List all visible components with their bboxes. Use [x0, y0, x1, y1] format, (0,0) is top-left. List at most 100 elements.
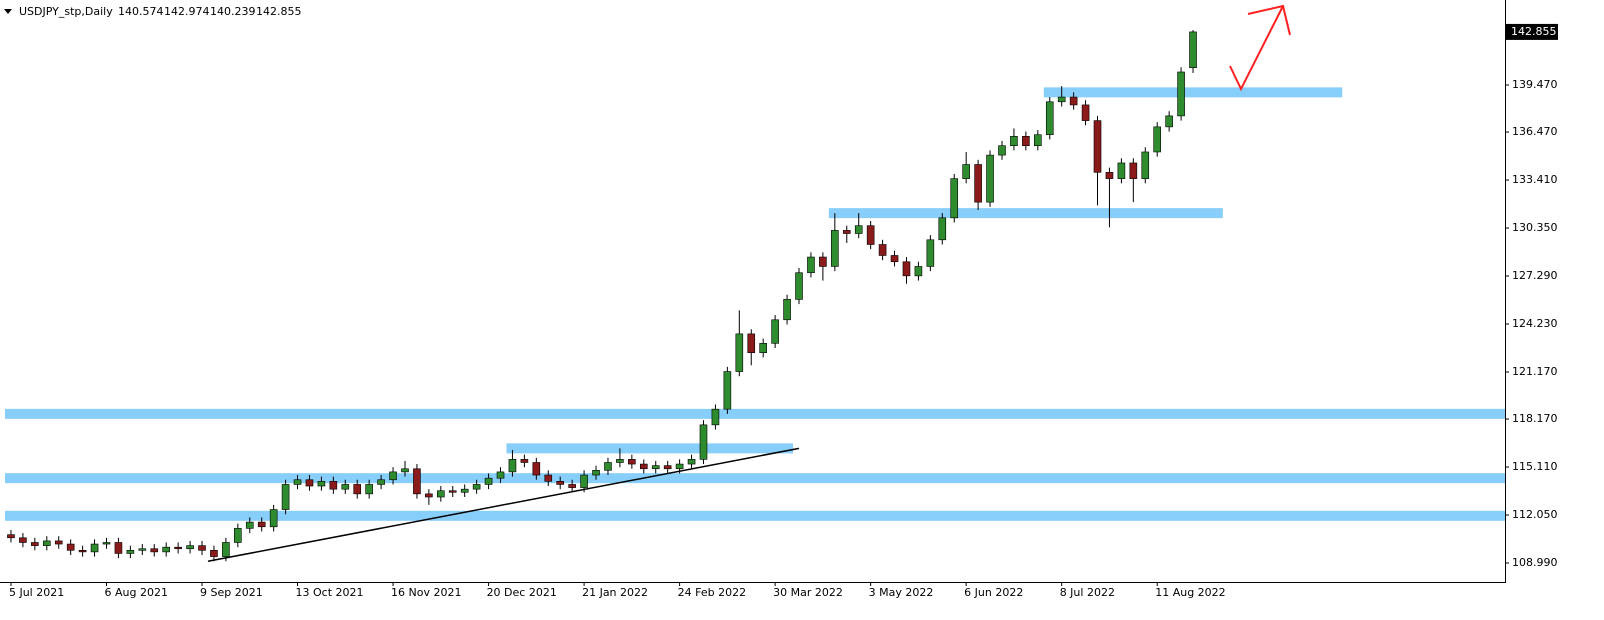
menu-triangle[interactable] [4, 9, 12, 14]
chart-title: USDJPY_stp,Daily [19, 5, 113, 18]
candle [317, 476, 326, 491]
candle [234, 523, 242, 548]
x-tick-label: 13 Oct 2021 [296, 586, 364, 599]
candle [162, 542, 170, 557]
candle-body [747, 333, 756, 354]
candle [902, 257, 911, 284]
candle [759, 338, 767, 358]
candle [663, 460, 672, 474]
candle [687, 454, 696, 469]
y-tick-label: 139.470 [1512, 78, 1558, 91]
candle-body [7, 534, 15, 539]
candle-body [616, 459, 624, 463]
candle [628, 454, 636, 469]
candle [998, 140, 1006, 160]
candle [269, 504, 278, 532]
candle [842, 225, 851, 243]
candle-body [890, 255, 899, 263]
candle [496, 467, 505, 483]
plot-area [5, 30, 1505, 563]
candle-body [759, 343, 767, 354]
candle-body [341, 484, 350, 490]
x-tick-label: 8 Jul 2022 [1060, 586, 1115, 599]
candle-body [699, 424, 708, 460]
candle-body [520, 459, 529, 463]
candle-body [413, 468, 421, 495]
candle-body [245, 521, 254, 529]
candle-body [305, 479, 314, 487]
candle [556, 476, 565, 490]
candle-body [771, 319, 779, 344]
candle [866, 220, 875, 250]
x-tick-label: 20 Dec 2021 [487, 586, 557, 599]
candle-body [377, 479, 385, 485]
candle [341, 479, 350, 494]
candle [520, 454, 529, 468]
candle-body [162, 546, 170, 553]
candle [1093, 115, 1102, 206]
candle-body [508, 459, 517, 473]
candle-body [198, 545, 206, 551]
candle-body [1129, 162, 1138, 179]
candle-body [807, 256, 815, 274]
candle [950, 173, 959, 223]
candle [198, 540, 206, 556]
candle-body [1069, 96, 1078, 106]
candle-body [472, 484, 481, 490]
candle [747, 329, 756, 366]
candle [448, 486, 457, 497]
candle [377, 475, 385, 490]
candle-body [353, 484, 362, 495]
candle [389, 467, 397, 485]
candle [126, 545, 135, 559]
candle [281, 479, 290, 515]
candle-body [866, 225, 875, 245]
candle-body [556, 481, 565, 485]
candle-body [1022, 135, 1030, 146]
x-tick-label: 9 Sep 2021 [200, 586, 263, 599]
y-tick-label: 133.410 [1512, 173, 1558, 186]
candle-body [723, 371, 732, 410]
candle-body [532, 462, 541, 476]
candle-body [389, 471, 397, 481]
x-tick-label: 6 Jun 2022 [964, 586, 1023, 599]
candle [460, 484, 469, 497]
candle [568, 479, 576, 493]
candle-body [448, 490, 457, 493]
support-resistance-zone [1043, 87, 1343, 98]
candle [1177, 67, 1185, 121]
candle-body [914, 266, 923, 277]
candle [616, 448, 624, 468]
candle-body [974, 164, 982, 203]
candle-body [842, 230, 851, 234]
candle [329, 476, 338, 494]
candle [592, 465, 600, 480]
candle-body [998, 145, 1006, 156]
x-tick-label: 24 Feb 2022 [678, 586, 746, 599]
candle [651, 460, 660, 474]
candle [1010, 128, 1018, 151]
candle [544, 470, 553, 487]
candle-body [1105, 172, 1114, 179]
candle [783, 294, 791, 325]
candle [353, 479, 362, 499]
candle-body [902, 261, 911, 277]
candle-body [580, 474, 588, 488]
candle-body [19, 537, 27, 543]
candle [831, 213, 839, 272]
candle-body [222, 542, 230, 557]
header-low: 140.239 [210, 5, 256, 18]
candle [532, 457, 541, 480]
candle-body [819, 256, 827, 267]
candle [1069, 92, 1078, 110]
y-tick-label: 118.170 [1512, 412, 1558, 425]
candle [819, 252, 827, 281]
candle-body [401, 468, 409, 473]
candle [890, 250, 899, 267]
candle [365, 479, 373, 499]
candle-body [1034, 134, 1042, 146]
candle-body [950, 178, 959, 219]
candle-body [42, 540, 51, 546]
candle-body [1141, 151, 1150, 179]
header-close: 142.855 [256, 5, 302, 18]
